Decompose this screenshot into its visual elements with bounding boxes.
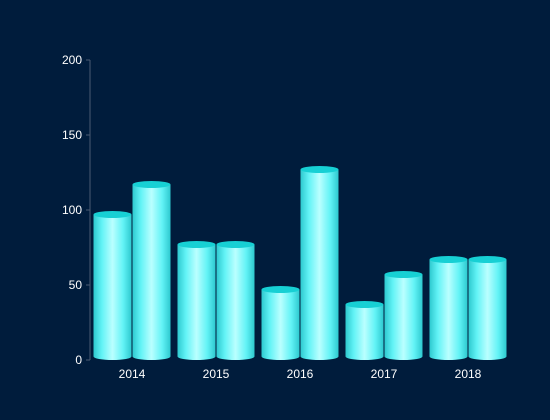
bar-2014-series-1 xyxy=(93,211,132,360)
labels: 0 50 100 150 200 2014 2015 2016 2017 2018 xyxy=(62,53,482,381)
bar-cap xyxy=(216,241,255,248)
y-tick-label: 0 xyxy=(75,353,82,367)
bar-2017-series-1 xyxy=(345,301,384,360)
y-tick-label: 150 xyxy=(62,128,82,142)
bar-2014-series-2 xyxy=(132,181,171,360)
bar-2016-series-1 xyxy=(261,286,300,360)
bar-2015-series-1 xyxy=(177,241,216,360)
bar-cap xyxy=(93,211,132,218)
axes xyxy=(86,59,91,361)
bar-body xyxy=(132,184,171,360)
bar-2015-series-2 xyxy=(216,241,255,360)
bar-cap xyxy=(384,271,423,278)
bar-cap xyxy=(261,286,300,293)
bar-body xyxy=(300,169,339,360)
bar-cap xyxy=(300,166,339,173)
bar-body xyxy=(468,259,507,360)
bar-body xyxy=(384,274,423,360)
bar-body xyxy=(345,304,384,360)
bar-2016-series-2 xyxy=(300,166,339,360)
x-tick-label: 2015 xyxy=(203,367,230,381)
y-tick-label: 50 xyxy=(69,278,83,292)
bar-cap xyxy=(468,256,507,263)
x-tick-label: 2018 xyxy=(455,367,482,381)
x-tick-label: 2016 xyxy=(287,367,314,381)
bar-2017-series-2 xyxy=(384,271,423,360)
x-tick-label: 2014 xyxy=(119,367,146,381)
bars xyxy=(93,166,507,360)
x-tick-label: 2017 xyxy=(371,367,398,381)
bar-cap xyxy=(429,256,468,263)
bar-body xyxy=(177,244,216,360)
bar-cap xyxy=(132,181,171,188)
y-tick-label: 200 xyxy=(62,53,82,67)
bar-body xyxy=(429,259,468,360)
bar-cap xyxy=(177,241,216,248)
y-tick-label: 100 xyxy=(62,203,82,217)
bar-cap xyxy=(345,301,384,308)
bar-body xyxy=(93,214,132,360)
bar-2018-series-2 xyxy=(468,256,507,360)
bar-body xyxy=(216,244,255,360)
bar-body xyxy=(261,289,300,360)
bar-2018-series-1 xyxy=(429,256,468,360)
